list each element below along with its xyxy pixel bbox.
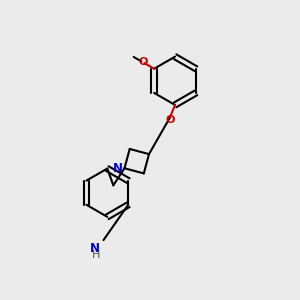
Text: N: N xyxy=(90,242,100,256)
Text: O: O xyxy=(165,115,174,125)
Text: H: H xyxy=(92,250,100,260)
Text: O: O xyxy=(139,57,148,68)
Text: N: N xyxy=(112,162,122,175)
